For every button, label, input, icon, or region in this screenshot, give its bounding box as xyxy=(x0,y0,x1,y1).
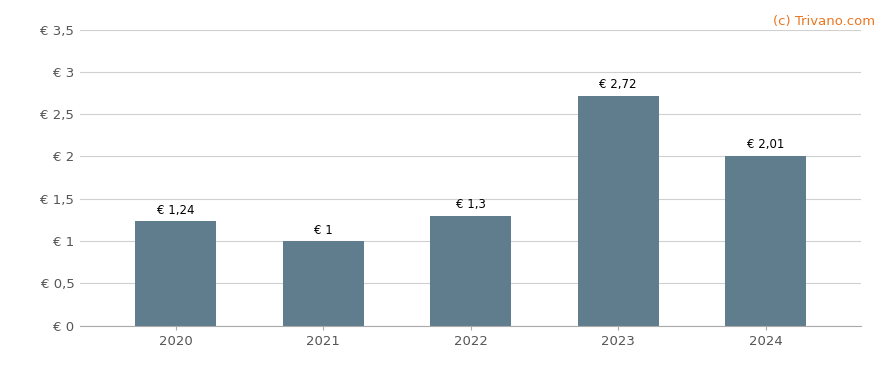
Bar xyxy=(282,241,364,326)
Text: € 2,01: € 2,01 xyxy=(747,138,784,151)
Bar xyxy=(725,156,806,326)
Bar xyxy=(577,95,659,326)
Text: € 1,24: € 1,24 xyxy=(157,204,194,216)
Text: € 1: € 1 xyxy=(313,224,333,237)
Text: € 2,72: € 2,72 xyxy=(599,78,637,91)
Text: (c) Trivano.com: (c) Trivano.com xyxy=(773,15,875,28)
Bar xyxy=(430,216,511,326)
Bar xyxy=(135,221,217,326)
Text: € 1,3: € 1,3 xyxy=(456,198,486,211)
